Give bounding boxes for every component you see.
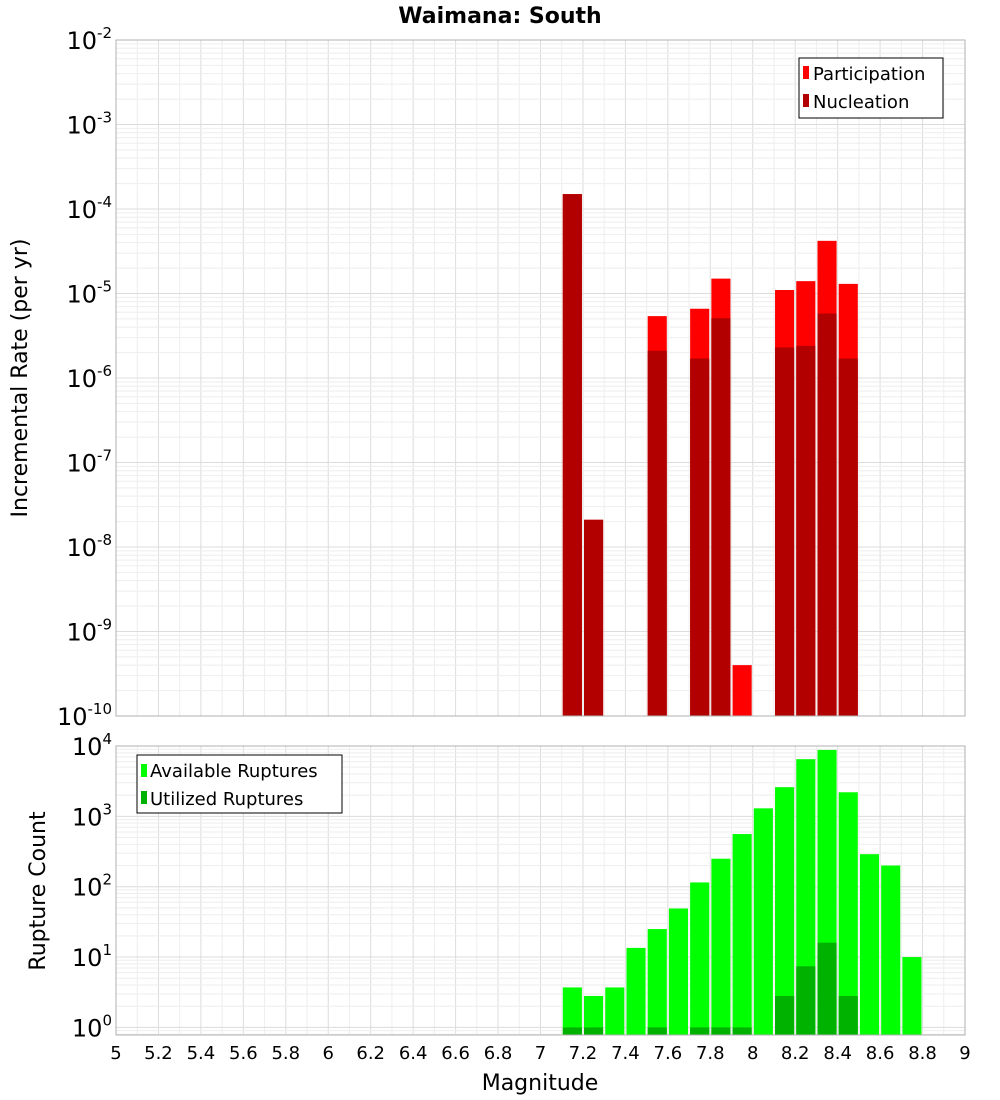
available-ruptures-bar — [584, 995, 604, 1035]
magnitude-x-ticks: 5 5.2 5.4 5.6 5.8 6 6.2 6.4 6.6 6.8 7 7.2 7.4 7.6 7.8 8… — [110, 1043, 970, 1064]
available-ruptures-bars — [562, 749, 922, 1035]
legend-label-nucleation: Nucleation — [813, 92, 909, 113]
x-tick-label: 6.2 — [356, 1043, 385, 1064]
rate-y-axis-label: Incremental Rate (per yr) — [8, 239, 33, 518]
available-ruptures-bar — [753, 808, 773, 1035]
x-tick-label: 6.6 — [441, 1043, 470, 1064]
x-tick-label: 7.2 — [569, 1043, 598, 1064]
y-tick-label: 10-9 — [66, 616, 112, 647]
legend-label-participation: Participation — [813, 64, 925, 85]
legend-swatch-nucleation — [803, 94, 809, 107]
x-tick-label: 9 — [959, 1043, 970, 1064]
utilized-ruptures-bar — [584, 1027, 604, 1035]
x-axis-label: Magnitude — [482, 1071, 599, 1096]
nucleation-bar — [690, 358, 710, 716]
y-tick-label: 10-7 — [66, 447, 112, 478]
x-tick-label: 6 — [323, 1043, 334, 1064]
y-tick-label: 10-4 — [66, 193, 112, 224]
x-tick-label: 8 — [747, 1043, 758, 1064]
available-ruptures-bar — [902, 957, 922, 1035]
utilized-ruptures-bars — [562, 942, 858, 1035]
rate-y-ticks: 10-10 10-9 10-8 10-7 10-6 10-5 10-4 10-3 10-2 — [57, 24, 112, 731]
nucleation-bar — [647, 350, 667, 716]
utilized-ruptures-bar — [838, 995, 858, 1035]
legend-swatch-available — [141, 764, 147, 777]
nucleation-bar — [562, 194, 582, 716]
x-tick-label: 5.4 — [187, 1043, 216, 1064]
utilized-ruptures-bar — [690, 1027, 710, 1035]
rate-plot-grid — [116, 40, 965, 716]
x-tick-label: 8.6 — [866, 1043, 895, 1064]
available-ruptures-bar — [605, 987, 625, 1035]
utilized-ruptures-bar — [817, 942, 837, 1035]
rate-legend-box — [798, 57, 944, 119]
x-tick-label: 6.8 — [484, 1043, 513, 1064]
utilized-ruptures-bar — [796, 966, 816, 1035]
utilized-ruptures-bar — [647, 1027, 667, 1035]
available-ruptures-bar — [711, 858, 731, 1035]
available-ruptures-bar — [626, 947, 646, 1035]
y-tick-label: 10-8 — [66, 531, 112, 562]
x-tick-label: 6.4 — [399, 1043, 428, 1064]
y-tick-label: 100 — [72, 1011, 112, 1042]
rate-plot: 10-10 10-9 10-8 10-7 10-6 10-5 10-4 10-3 10-2 In… — [8, 24, 966, 731]
y-tick-label: 101 — [72, 941, 112, 972]
count-y-ticks: 100 101 102 103 104 — [72, 730, 112, 1042]
available-ruptures-bar — [796, 759, 816, 1035]
nucleation-bar — [817, 313, 837, 716]
x-tick-label: 5.2 — [144, 1043, 173, 1064]
x-tick-label: 8.2 — [781, 1043, 810, 1064]
x-tick-label: 8.4 — [823, 1043, 852, 1064]
rate-plot-frame — [115, 39, 966, 717]
available-ruptures-bar — [562, 987, 582, 1035]
y-tick-label: 102 — [72, 871, 112, 902]
y-tick-label: 103 — [72, 800, 112, 831]
x-tick-label: 5 — [110, 1043, 121, 1064]
x-tick-label: 5.8 — [271, 1043, 300, 1064]
utilized-ruptures-bar — [775, 995, 795, 1035]
participation-bar — [732, 665, 752, 716]
count-plot: 100 101 102 103 104 5 5.2 5.4 5.6 5.8 6 6.2 6.4 6.6 6… — [26, 730, 971, 1096]
utilized-ruptures-bar — [711, 1027, 731, 1035]
nucleation-bar — [796, 345, 816, 716]
utilized-ruptures-bar — [732, 1027, 752, 1035]
x-tick-label: 7.8 — [696, 1043, 725, 1064]
x-tick-label: 7.6 — [654, 1043, 683, 1064]
count-legend-box — [136, 754, 343, 814]
y-tick-label: 10-6 — [66, 362, 112, 393]
x-tick-label: 8.8 — [908, 1043, 937, 1064]
count-plot-frame — [115, 745, 966, 1036]
y-tick-label: 10-3 — [66, 109, 112, 140]
available-ruptures-bar — [859, 854, 880, 1035]
x-tick-label: 5.6 — [229, 1043, 258, 1064]
available-ruptures-bar — [881, 865, 901, 1035]
y-tick-label: 10-5 — [66, 278, 112, 309]
utilized-ruptures-bar — [562, 1027, 582, 1035]
legend-swatch-participation — [803, 66, 809, 79]
legend-swatch-utilized — [141, 791, 147, 804]
x-tick-label: 7 — [535, 1043, 546, 1064]
available-ruptures-bar — [838, 792, 858, 1035]
rate-legend: Participation Nucleation — [798, 57, 944, 119]
available-ruptures-bar — [647, 929, 667, 1035]
available-ruptures-bar — [775, 787, 795, 1035]
nucleation-bar — [838, 358, 858, 716]
y-tick-label: 104 — [72, 730, 112, 761]
available-ruptures-bar — [668, 908, 689, 1035]
y-tick-label: 10-10 — [57, 700, 112, 731]
count-legend: Available Ruptures Utilized Ruptures — [136, 754, 343, 814]
nucleation-bars — [562, 194, 858, 716]
nucleation-bar — [711, 318, 731, 716]
x-tick-label: 7.4 — [611, 1043, 640, 1064]
nucleation-bar — [584, 519, 604, 716]
chart-title: Waimana: South — [398, 4, 601, 29]
y-tick-label: 10-2 — [66, 24, 112, 55]
legend-label-utilized: Utilized Ruptures — [150, 789, 303, 810]
available-ruptures-bar — [732, 834, 752, 1035]
nucleation-bar — [775, 347, 795, 716]
count-y-axis-label: Rupture Count — [26, 811, 51, 971]
legend-label-available: Available Ruptures — [150, 761, 318, 782]
available-ruptures-bar — [690, 882, 710, 1035]
